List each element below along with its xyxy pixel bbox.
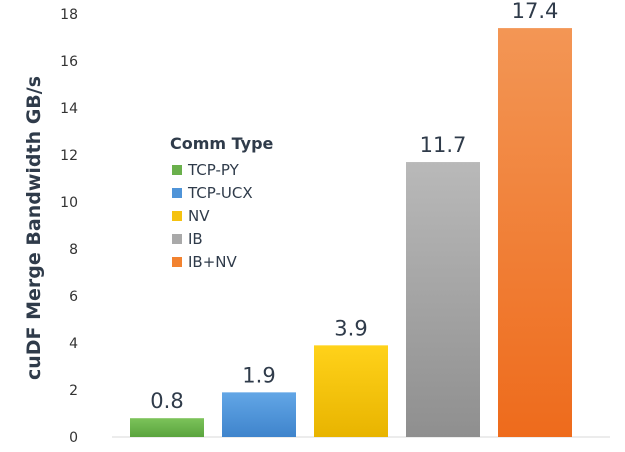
legend: Comm Type TCP-PY TCP-UCX NV IB IB+NV [170, 134, 274, 271]
y-axis-ticks: 0 2 4 6 8 10 12 14 16 18 [60, 7, 78, 446]
legend-title: Comm Type [170, 134, 274, 153]
data-label: 0.8 [150, 389, 183, 413]
y-tick-label: 0 [69, 430, 78, 446]
legend-swatch [172, 188, 182, 198]
legend-entry-label: NV [188, 207, 210, 225]
y-tick-label: 6 [69, 289, 78, 305]
legend-entry-label: IB [188, 230, 203, 248]
y-axis-label: cuDF Merge Bandwidth GB/s [23, 76, 45, 380]
legend-swatch [172, 165, 182, 175]
bar-tcp-ucx [222, 392, 296, 437]
y-tick-label: 12 [60, 148, 78, 164]
y-tick-label: 16 [60, 54, 78, 70]
y-tick-label: 8 [69, 242, 78, 258]
y-tick-label: 2 [69, 383, 78, 399]
bar-nv [314, 345, 388, 437]
legend-entry-label: TCP-PY [187, 161, 240, 179]
y-tick-label: 10 [60, 195, 78, 211]
legend-entry-label: IB+NV [188, 253, 238, 271]
data-label: 11.7 [420, 133, 467, 157]
legend-items: TCP-PY TCP-UCX NV IB IB+NV [172, 161, 253, 271]
legend-swatch [172, 257, 182, 267]
data-labels: 0.8 1.9 3.9 11.7 17.4 [150, 0, 558, 413]
data-label: 3.9 [334, 316, 367, 340]
data-label: 17.4 [512, 0, 559, 23]
bar-tcp-py [130, 418, 204, 437]
y-tick-label: 18 [60, 7, 78, 23]
y-tick-label: 14 [60, 101, 78, 117]
legend-swatch [172, 211, 182, 221]
bar-ib [406, 162, 480, 438]
data-label: 1.9 [242, 363, 275, 387]
legend-swatch [172, 234, 182, 244]
y-tick-label: 4 [69, 336, 78, 352]
bars [130, 28, 572, 438]
legend-entry-label: TCP-UCX [187, 184, 253, 202]
bar-ib-nv [498, 28, 572, 437]
